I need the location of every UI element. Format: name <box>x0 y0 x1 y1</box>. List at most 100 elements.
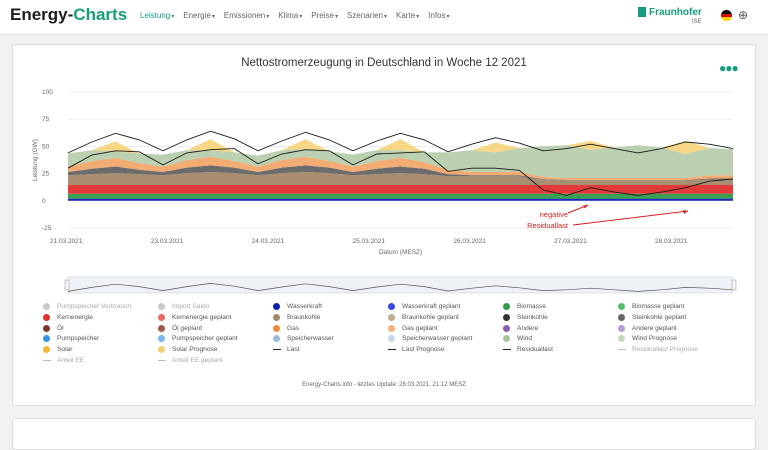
nav-item-4[interactable]: Preise▾ <box>311 11 338 20</box>
chevron-down-icon: ▾ <box>334 14 338 20</box>
brand-logo[interactable]: Energy-Charts <box>10 5 127 25</box>
brand-accent: Charts <box>73 5 128 24</box>
fraunhofer-sub: ISE <box>692 19 702 25</box>
legend-dot-icon <box>43 346 50 354</box>
chart-title: Nettostromerzeugung in Deutschland in Wo… <box>241 57 527 69</box>
y-tick-label: 0 <box>42 198 46 205</box>
legend-label: Solar Prognose <box>172 346 218 354</box>
legend-label: Biomasse geplant <box>632 303 685 310</box>
legend-label: Import Saldo <box>172 303 210 310</box>
more-options-icon[interactable]: ●●● <box>719 61 739 75</box>
legend-label: Andere <box>517 324 539 332</box>
top-navbar: Energy-Charts Leistung▾ Energie▾ Emissione… <box>0 0 768 35</box>
fraunhofer-name: Fraunhofer <box>649 7 702 18</box>
legend-dot-icon <box>43 335 50 343</box>
line-last <box>67 130 734 154</box>
legend-dot-icon <box>503 324 510 332</box>
legend-dot-icon <box>503 335 510 343</box>
nav-item-7[interactable]: Infos▾ <box>428 11 449 20</box>
area-solar <box>68 139 733 156</box>
legend-dot-icon <box>43 303 50 310</box>
area-gas <box>68 156 733 181</box>
legend-dot-icon <box>618 303 625 310</box>
chevron-down-icon: ▾ <box>446 14 450 20</box>
nav-item-label: Leistung <box>140 11 171 20</box>
legend-line-icon <box>43 360 51 362</box>
legend-label: Steinkohle geplant <box>632 313 687 321</box>
legend-label: Braunkohle geplant <box>402 313 459 321</box>
legend-dot-icon <box>618 324 625 332</box>
nav-item-label: Karte <box>396 11 416 20</box>
legend-dot-icon <box>158 335 165 343</box>
area-steinkohle <box>68 165 733 181</box>
nav-item-5[interactable]: Szenarien▾ <box>347 11 387 20</box>
legend-label: Solar <box>57 346 73 354</box>
legend-line-icon <box>503 349 511 351</box>
fraunhofer-logo[interactable]: Fraunhofer ISE <box>638 7 702 25</box>
main-menu: Leistung▾ Energie▾ Emissionen▾ Klima▾ Preise… <box>140 11 459 20</box>
legend-label: Speicherwasser <box>287 335 334 343</box>
brand-main: Energy- <box>10 5 74 24</box>
navigator-handle-right[interactable] <box>731 279 737 291</box>
fraunhofer-mark-icon <box>638 7 646 17</box>
nav-item-label: Emissionen <box>223 11 266 20</box>
legend-line-icon <box>158 360 166 362</box>
legend-label: Andere geplant <box>632 324 677 332</box>
legend-label: Anteil EE geplant <box>172 357 223 364</box>
nav-item-label: Szenarien <box>346 11 383 20</box>
legend-dot-icon <box>273 324 280 332</box>
x-tick-label: 24.03.2021 <box>252 238 285 245</box>
nav-item-label: Preise <box>311 11 334 20</box>
legend-label: Braunkohle <box>287 313 321 321</box>
annotation-arrow-2 <box>572 210 689 226</box>
annotation-arrowhead-1 <box>583 205 588 209</box>
legend-line-icon <box>388 349 396 351</box>
nav-item-2[interactable]: Emissionen▾ <box>224 11 269 20</box>
legend-label: Öl <box>57 324 64 332</box>
chevron-down-icon: ▾ <box>384 14 388 20</box>
navigator-handle-left[interactable] <box>64 279 70 291</box>
chart-card: Nettostromerzeugung in Deutschland in Wo… <box>12 44 756 406</box>
legend-dot-icon <box>158 313 165 321</box>
chevron-down-icon: ▾ <box>416 14 420 20</box>
legend-dot-icon <box>158 346 165 354</box>
nav-item-3[interactable]: Klima▾ <box>278 11 302 20</box>
y-tick-label: 50 <box>42 143 50 150</box>
legend-label: Biomasse <box>517 303 546 310</box>
legend-dot-icon <box>43 324 50 332</box>
legend-label: Pumpspeicher <box>57 335 100 343</box>
legend-dot-icon <box>388 324 395 332</box>
x-axis-label: Datum (MESZ) <box>379 249 422 256</box>
globe-icon[interactable]: ⊕ <box>738 8 749 22</box>
nav-item-label: Infos <box>428 11 446 20</box>
legend-dot-icon <box>273 313 280 321</box>
legend-label: Gas <box>287 324 300 332</box>
area-wasserkraft <box>68 198 733 201</box>
nav-item-1[interactable]: Energie▾ <box>183 11 215 20</box>
chart-svg: -25 0 25 50 75 100 Leistung (GW) 21.03.2021 23.0… <box>32 89 737 294</box>
nav-item-label: Energie <box>183 11 211 20</box>
chevron-down-icon: ▾ <box>211 14 215 20</box>
y-tick-label: 25 <box>42 171 50 178</box>
y-tick-label: -25 <box>42 225 52 232</box>
legend-label: Kernenergie geplant <box>172 313 232 321</box>
x-tick-label: 23.03.2021 <box>151 238 184 245</box>
legend-label: Last <box>287 346 300 354</box>
german-flag-icon[interactable] <box>721 10 732 21</box>
chevron-down-icon: ▾ <box>299 14 303 20</box>
annotation-line2: Residuallast <box>527 221 569 230</box>
nav-item-6[interactable]: Karte▾ <box>396 11 419 20</box>
nav-item-0[interactable]: Leistung▾ <box>140 11 174 20</box>
legend-label: Öl geplant <box>172 324 203 332</box>
legend-label: Residuallast Prognose <box>632 346 698 354</box>
x-tick-label: 21.03.2021 <box>50 238 83 245</box>
legend-dot-icon <box>388 303 395 310</box>
legend-label: Pumpspeicher Verbrauch <box>57 303 132 310</box>
nav-item-label: Klima <box>278 11 299 20</box>
y-tick-label: 100 <box>42 89 53 96</box>
x-tick-label: 26.03.2021 <box>453 238 486 245</box>
area-biomasse <box>68 193 733 199</box>
update-note: Energy-Charts.info - letztes Update: 28.… <box>302 382 466 388</box>
legend-line-icon <box>273 349 281 351</box>
range-navigator[interactable] <box>67 276 734 294</box>
